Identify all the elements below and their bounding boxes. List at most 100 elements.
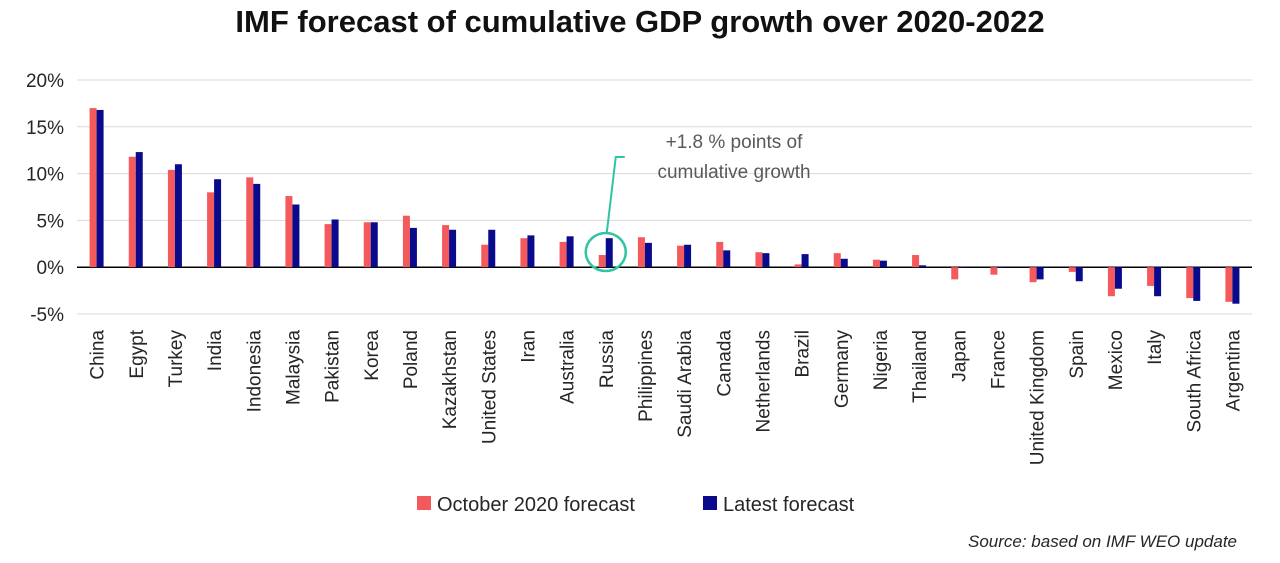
legend-label-latest: Latest forecast bbox=[723, 494, 855, 516]
bar-october-2020-south-africa bbox=[1186, 267, 1194, 299]
bar-october-2020-malaysia bbox=[285, 196, 293, 268]
bar-october-2020-china bbox=[89, 108, 97, 268]
x-axis-categories: China Egypt Turkey India Indonesia Malaysia Pa… bbox=[88, 329, 1245, 465]
x-category-label: Kazakhstan bbox=[440, 330, 461, 429]
bar-latest-united-kingdom bbox=[1036, 267, 1044, 280]
x-category-label: Australia bbox=[558, 330, 579, 404]
bar-october-2020-germany bbox=[833, 253, 841, 268]
bar-latest-thailand bbox=[919, 265, 927, 268]
bar-latest-saudi-arabia bbox=[684, 244, 692, 268]
annotation-highlight-circle bbox=[584, 231, 627, 273]
bar-latest-germany bbox=[840, 258, 848, 268]
bar-latest-netherlands bbox=[762, 253, 770, 268]
bar-october-2020-japan bbox=[951, 267, 959, 280]
annotation-leader-line bbox=[605, 156, 625, 234]
x-category-label: India bbox=[205, 330, 226, 372]
gridlines bbox=[77, 79, 1252, 315]
bar-latest-france bbox=[997, 267, 1005, 268]
bar-latest-china bbox=[96, 109, 104, 268]
y-tick-label: 15% bbox=[26, 118, 64, 139]
bar-october-2020-kazakhstan bbox=[442, 225, 450, 268]
bar-latest-canada bbox=[723, 250, 731, 268]
x-category-label: France bbox=[988, 330, 1009, 389]
legend: October 2020 forecast Latest forecast bbox=[417, 494, 855, 516]
x-category-label: Germany bbox=[832, 330, 853, 409]
bar-october-2020-nigeria bbox=[872, 259, 880, 268]
x-category-label: Nigeria bbox=[871, 330, 892, 391]
x-category-label: Malaysia bbox=[283, 330, 304, 405]
bar-latest-turkey bbox=[174, 164, 182, 268]
bar-october-2020-poland bbox=[402, 215, 410, 268]
bar-october-2020-united-states bbox=[481, 244, 489, 268]
bar-latest-indonesia bbox=[253, 183, 261, 268]
bar-october-2020-argentina bbox=[1225, 267, 1233, 302]
bar-latest-japan bbox=[958, 267, 966, 268]
bar-latest-mexico bbox=[1114, 267, 1122, 289]
x-category-label: Netherlands bbox=[753, 330, 774, 432]
bar-october-2020-australia bbox=[559, 241, 567, 268]
x-category-label: Mexico bbox=[1106, 330, 1127, 390]
bar-latest-india bbox=[214, 179, 222, 268]
x-category-label: United Kingdom bbox=[1028, 330, 1049, 465]
source-note: Source: based on IMF WEO update bbox=[968, 532, 1237, 551]
x-category-label: Korea bbox=[362, 330, 383, 381]
bar-october-2020-egypt bbox=[128, 156, 136, 268]
bar-latest-malaysia bbox=[292, 204, 300, 268]
bar-october-2020-canada bbox=[716, 241, 724, 268]
legend-label-october-2020: October 2020 forecast bbox=[437, 494, 635, 516]
x-category-label: Turkey bbox=[166, 330, 187, 388]
x-category-label: Thailand bbox=[910, 330, 931, 403]
bar-latest-pakistan bbox=[331, 219, 339, 268]
bar-october-2020-spain bbox=[1068, 267, 1076, 272]
bar-latest-south-africa bbox=[1193, 267, 1201, 301]
x-category-label: Iran bbox=[518, 330, 539, 363]
bar-october-2020-italy bbox=[1147, 267, 1155, 286]
bar-october-2020-russia bbox=[598, 255, 606, 268]
x-category-label: Japan bbox=[949, 330, 970, 382]
x-category-label: Poland bbox=[401, 330, 422, 389]
legend-swatch-october-2020 bbox=[417, 496, 431, 510]
bar-october-2020-korea bbox=[363, 222, 371, 268]
bar-latest-united-states bbox=[488, 229, 496, 268]
bar-latest-egypt bbox=[135, 152, 143, 268]
x-category-label: Italy bbox=[1145, 330, 1166, 365]
bar-october-2020-france bbox=[990, 267, 998, 275]
bar-october-2020-india bbox=[207, 192, 215, 268]
bar-latest-italy bbox=[1154, 267, 1162, 297]
bar-october-2020-indonesia bbox=[246, 177, 254, 268]
bars bbox=[89, 108, 1240, 304]
bar-october-2020-thailand bbox=[912, 255, 920, 268]
x-category-label: Egypt bbox=[127, 329, 148, 378]
bar-latest-poland bbox=[409, 227, 417, 268]
x-category-label: Saudi Arabia bbox=[675, 330, 696, 438]
bar-latest-russia bbox=[605, 238, 613, 268]
bar-october-2020-netherlands bbox=[755, 252, 763, 268]
x-category-label: Philippines bbox=[636, 330, 657, 422]
annotation: +1.8 % points of cumulative growth bbox=[584, 132, 811, 273]
annotation-text-line-2: cumulative growth bbox=[657, 162, 810, 183]
annotation-text-line-1: +1.8 % points of bbox=[666, 132, 804, 153]
bar-latest-kazakhstan bbox=[449, 229, 457, 268]
bar-october-2020-turkey bbox=[167, 169, 175, 268]
legend-swatch-latest bbox=[703, 496, 717, 510]
x-category-label: South Africa bbox=[1184, 330, 1205, 433]
bar-october-2020-pakistan bbox=[324, 224, 332, 268]
x-category-label: Indonesia bbox=[244, 330, 265, 413]
bar-october-2020-iran bbox=[520, 238, 528, 268]
bar-latest-nigeria bbox=[879, 260, 887, 268]
bar-october-2020-brazil bbox=[794, 264, 802, 268]
bar-october-2020-mexico bbox=[1107, 267, 1115, 297]
x-category-label: Russia bbox=[597, 330, 618, 389]
bar-latest-argentina bbox=[1232, 267, 1240, 304]
bar-latest-philippines bbox=[644, 242, 652, 268]
y-tick-label: 20% bbox=[26, 71, 64, 92]
y-tick-label: 10% bbox=[26, 165, 64, 186]
bar-october-2020-saudi-arabia bbox=[677, 245, 685, 268]
y-axis: 20% 15% 10% 5% 0% -5% bbox=[26, 71, 1252, 326]
bar-october-2020-philippines bbox=[637, 237, 645, 268]
chart-title: IMF forecast of cumulative GDP growth ov… bbox=[235, 4, 1045, 39]
bar-latest-australia bbox=[566, 236, 574, 268]
bar-latest-korea bbox=[370, 222, 378, 268]
x-category-label: United States bbox=[479, 330, 500, 444]
